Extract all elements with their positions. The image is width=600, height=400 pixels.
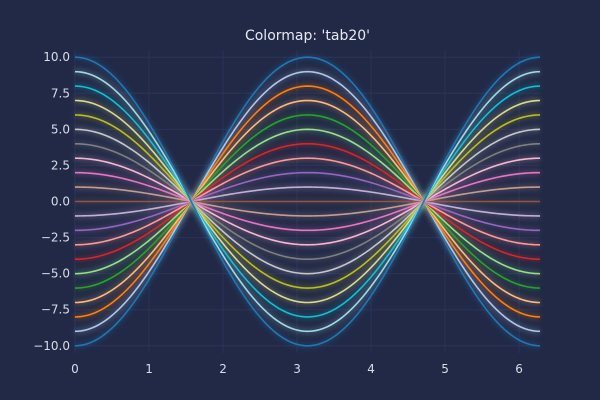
y-tick-label: 7.5	[51, 86, 70, 100]
x-axis-ticks: 0 1 2 3 4 5 6	[71, 362, 523, 376]
x-tick-label: 0	[71, 362, 79, 376]
series-line	[74, 128, 541, 275]
series-line	[74, 99, 541, 304]
series-line	[74, 157, 541, 246]
series-line	[74, 186, 541, 217]
x-tick-label: 2	[219, 362, 227, 376]
y-tick-label: 5.0	[51, 122, 70, 136]
x-tick-label: 1	[145, 362, 153, 376]
y-tick-label: 2.5	[51, 158, 70, 172]
series-line	[74, 171, 541, 232]
series-lines	[74, 56, 541, 347]
chart-title: Colormap: 'tab20'	[245, 28, 370, 44]
series-line	[74, 70, 541, 333]
x-tick-label: 4	[367, 362, 375, 376]
series-line	[74, 70, 541, 333]
series-line	[74, 85, 541, 318]
y-tick-label: −10.0	[33, 339, 70, 353]
series-line	[74, 157, 541, 246]
series-line	[74, 85, 541, 318]
series-line	[74, 171, 541, 232]
y-tick-label: −5.0	[41, 267, 70, 281]
x-tick-label: 3	[293, 362, 301, 376]
y-axis-ticks: 10.0 7.5 5.0 2.5 0.0 −2.5 −5.0 −7.5 −10.0	[33, 50, 70, 353]
series-line	[74, 142, 541, 261]
series-line	[74, 186, 541, 217]
series-line	[74, 114, 541, 289]
series-line	[74, 56, 541, 347]
series-line	[74, 99, 541, 304]
y-tick-label: −7.5	[41, 303, 70, 317]
series-line	[74, 114, 541, 289]
series-line	[74, 56, 541, 347]
series-line	[74, 128, 541, 275]
y-tick-label: −2.5	[41, 231, 70, 245]
y-tick-label: 0.0	[51, 195, 70, 209]
x-tick-label: 5	[441, 362, 449, 376]
x-tick-label: 6	[515, 362, 523, 376]
y-tick-label: 10.0	[43, 50, 70, 64]
series-line	[74, 142, 541, 261]
